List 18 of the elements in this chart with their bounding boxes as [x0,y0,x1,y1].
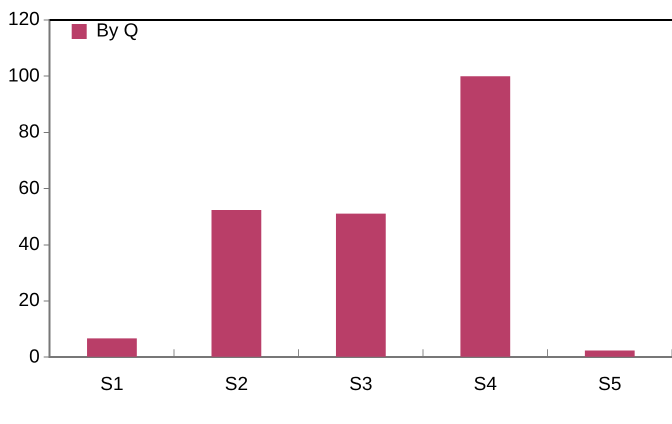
y-tick-label: 100 [8,65,40,86]
y-tick-label: 40 [18,234,40,256]
legend-label: By Q [96,20,138,42]
y-tick-label: 80 [18,122,40,143]
x-tick-label: S2 [224,374,248,395]
bar [87,338,137,357]
y-tick-label: 60 [18,178,40,199]
bar [460,76,510,357]
bar [212,210,262,357]
bar [584,350,635,357]
x-tick-label: S5 [598,374,622,395]
x-tick-label: S4 [474,374,498,395]
bar [336,214,386,357]
x-tick-label: S1 [100,374,124,395]
x-tick-label: S3 [349,374,372,395]
y-tick-label: 0 [29,346,40,368]
y-tick-label: 120 [8,9,40,30]
y-tick-label: 20 [18,290,40,312]
